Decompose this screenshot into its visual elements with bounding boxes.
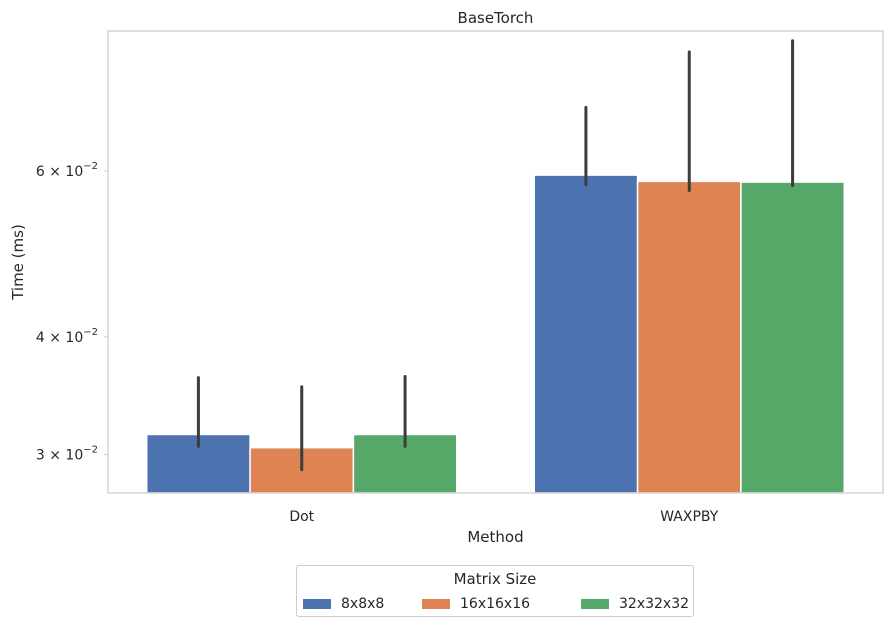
legend-label: 8x8x8 [341,596,385,612]
error-bars-layer [196,39,795,472]
bar-waxpby-16x16x16 [636,180,742,494]
bar-waxpby-32x32x32 [740,181,846,494]
bar-waxpby-8x8x8 [533,174,639,494]
y-tick-label: 6 × 10−2 [36,161,98,180]
y-tick-label: 3 × 10−2 [36,444,98,463]
x-axis-label: Method [467,528,523,546]
legend-label: 32x32x32 [619,596,690,612]
y-axis-label: Time (ms) [9,224,27,301]
y-tick-labels: 3 × 10−2 4 × 10−2 6 × 10−2 [36,161,108,463]
bars-layer [146,174,846,494]
legend-label: 16x16x16 [460,596,531,612]
y-tick-label: 4 × 10−2 [36,327,98,346]
x-tick-labels: Dot WAXPBY [289,509,718,525]
legend-swatch [422,599,450,609]
legend-swatch [581,599,609,609]
legend: Matrix Size 8x8x8 16x16x16 32x32x32 [296,565,694,617]
legend-title: Matrix Size [453,570,537,588]
chart-title: BaseTorch [458,9,534,27]
x-tick-label-dot: Dot [289,509,314,525]
legend-swatch [303,599,331,609]
x-tick-label-waxpby: WAXPBY [660,509,719,525]
plot-area-frame [107,30,884,494]
